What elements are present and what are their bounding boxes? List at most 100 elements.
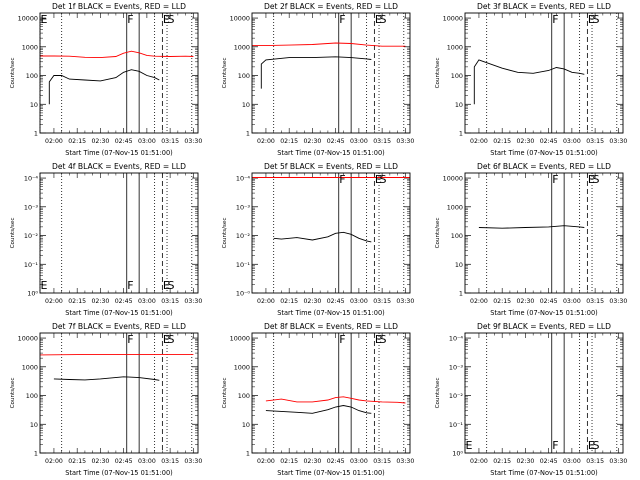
event-marker-label: S [168, 279, 175, 292]
y-tick-label: 1 [34, 450, 38, 458]
y-axis-label: Counts/sec [10, 58, 16, 89]
detector-panel: Det 2f BLACK = Events, RED = LLD Counts/s… [222, 2, 414, 157]
x-tick-label: 03:30 [184, 458, 202, 465]
y-axis-label: Counts/sec [435, 218, 441, 249]
y-tick-label: 10000 [443, 175, 463, 183]
y-tick-label: 1000 [234, 43, 250, 51]
y-tick-label: 10 [455, 261, 463, 269]
x-tick-label: 02:45 [115, 138, 133, 145]
y-tick-label: 10000 [230, 335, 250, 343]
event-marker-label: E [163, 333, 170, 346]
x-axis-label: Start Time (07-Nov-15 01:51:00) [490, 149, 598, 157]
panel-title: Det 4f BLACK = Events, RED = LLD [52, 162, 186, 171]
x-tick-label: 02:30 [91, 458, 109, 465]
event-marker-label: S [168, 13, 175, 26]
x-tick-label: 02:30 [91, 298, 109, 305]
y-tick-label: 10000 [18, 335, 38, 343]
x-tick-label: 02:45 [327, 298, 345, 305]
event-marker-label: S [380, 173, 387, 186]
x-tick-label: 02:30 [516, 458, 534, 465]
x-tick-label: 02:30 [303, 138, 321, 145]
x-tick-label: 02:45 [115, 458, 133, 465]
detector-panel: Det 7f BLACK = Events, RED = LLD Counts/s… [10, 322, 202, 477]
event-marker-label: E [588, 439, 595, 452]
event-marker-label: S [593, 439, 600, 452]
x-tick-label: 03:00 [563, 298, 581, 305]
y-tick-label: 10⁻⁴ [24, 175, 39, 183]
event-marker-label: E [588, 173, 595, 186]
x-tick-label: 03:30 [609, 458, 627, 465]
x-tick-label: 03:00 [138, 298, 156, 305]
x-tick-label: 03:15 [586, 138, 604, 145]
detector-panel: Det 1f BLACK = Events, RED = LLD Counts/s… [10, 2, 202, 157]
event-marker-label: E [375, 13, 382, 26]
panel-title: Det 2f BLACK = Events, RED = LLD [264, 2, 398, 11]
x-tick-label: 02:15 [68, 458, 86, 465]
x-axis-label: Start Time (07-Nov-15 01:51:00) [277, 309, 385, 317]
detector-panel: Det 8f BLACK = Events, RED = LLD Counts/s… [222, 322, 414, 477]
event-marker-label: E [375, 173, 382, 186]
y-tick-label: 10⁻³ [24, 203, 39, 211]
events-series-line [478, 225, 585, 229]
x-axis-label: Start Time (07-Nov-15 01:51:00) [65, 309, 173, 317]
event-marker-label: E [588, 13, 595, 26]
x-tick-label: 02:30 [516, 138, 534, 145]
event-marker-label: F [127, 333, 133, 346]
x-tick-label: 02:30 [303, 298, 321, 305]
y-tick-label: 10 [242, 101, 250, 109]
y-tick-label: 10⁻³ [449, 363, 464, 371]
x-tick-label: 02:15 [493, 138, 511, 145]
x-tick-label: 02:00 [45, 458, 63, 465]
detector-panel: Det 5f BLACK = Events, RED = LLD Counts/s… [222, 162, 414, 317]
x-tick-label: 03:30 [184, 138, 202, 145]
x-tick-label: 03:15 [161, 138, 179, 145]
plot-frame [464, 332, 624, 454]
x-tick-label: 02:00 [470, 298, 488, 305]
panel-title: Det 9f BLACK = Events, RED = LLD [477, 322, 611, 331]
plot-frame [464, 12, 624, 134]
x-tick-label: 02:00 [257, 458, 275, 465]
x-tick-label: 02:45 [540, 458, 558, 465]
x-tick-label: 03:15 [373, 138, 391, 145]
x-tick-label: 02:45 [327, 458, 345, 465]
x-axis-label: Start Time (07-Nov-15 01:51:00) [490, 309, 598, 317]
y-tick-label: 100 [26, 392, 38, 400]
y-tick-label: 10⁻² [236, 232, 251, 240]
y-tick-label: 100 [26, 72, 38, 80]
detector-panel: Det 9f BLACK = Events, RED = LLD Counts/s… [435, 322, 627, 477]
detector-panel: Det 6f BLACK = Events, RED = LLD Counts/s… [435, 162, 627, 317]
y-tick-label: 10⁻³ [236, 203, 251, 211]
y-tick-label: 10 [455, 101, 463, 109]
y-tick-label: 10⁻¹ [24, 261, 39, 269]
event-marker-label: E [163, 13, 170, 26]
x-tick-label: 03:00 [350, 458, 368, 465]
x-tick-label: 02:15 [280, 298, 298, 305]
x-tick-label: 02:15 [68, 298, 86, 305]
y-axis-label: Counts/sec [222, 58, 228, 89]
x-tick-label: 03:30 [609, 298, 627, 305]
x-tick-label: 03:00 [350, 298, 368, 305]
x-tick-label: 03:30 [396, 458, 414, 465]
x-tick-label: 02:00 [470, 458, 488, 465]
y-tick-label: 1000 [447, 203, 463, 211]
y-tick-label: 10 [242, 421, 250, 429]
y-tick-label: 100 [238, 392, 250, 400]
x-tick-label: 02:00 [45, 138, 63, 145]
lld-series-line [40, 50, 194, 59]
events-series-line [265, 405, 372, 414]
plot-frame [39, 12, 199, 134]
y-axis-label: Counts/sec [10, 378, 16, 409]
event-marker-label: S [593, 173, 600, 186]
x-tick-label: 03:15 [161, 298, 179, 305]
x-tick-label: 02:45 [327, 138, 345, 145]
events-series-line [48, 69, 160, 105]
y-axis-label: Counts/sec [222, 378, 228, 409]
x-axis-label: Start Time (07-Nov-15 01:51:00) [490, 469, 598, 477]
x-tick-label: 03:15 [161, 458, 179, 465]
y-tick-label: 100 [451, 232, 463, 240]
y-tick-label: 1000 [447, 43, 463, 51]
event-marker-label: S [380, 13, 387, 26]
x-axis-label: Start Time (07-Nov-15 01:51:00) [65, 149, 173, 157]
plot-frame [251, 332, 411, 454]
x-tick-label: 02:45 [115, 298, 133, 305]
